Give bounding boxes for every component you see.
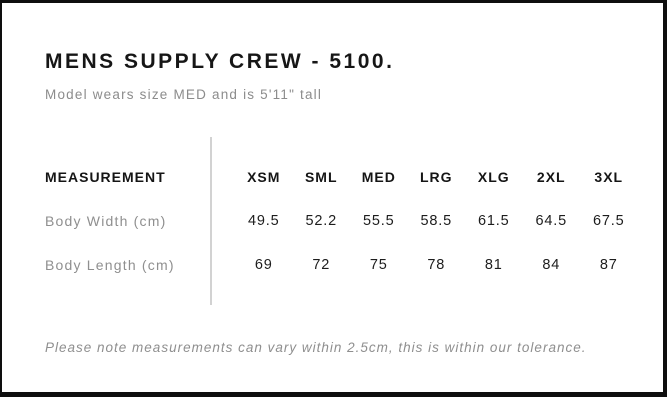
body-width-value-med: 55.5	[363, 213, 395, 229]
body-width-value-xsm: 49.5	[248, 213, 280, 229]
column-gap	[211, 155, 235, 199]
body-width-value-sml: 52.2	[305, 213, 337, 229]
size-header-2xl: 2XL	[536, 169, 566, 185]
body-width-value-xlg: 61.5	[478, 213, 510, 229]
body-length-value-sml: 72	[312, 257, 331, 273]
table-divider	[210, 137, 212, 305]
column-gap	[211, 199, 235, 243]
body-length-value-xlg: 81	[484, 257, 503, 273]
size-header-sml: SML	[304, 169, 338, 185]
body-width-value-2xl: 64.5	[535, 213, 567, 229]
row-label-body-width: Body Width (cm)	[45, 213, 167, 229]
size-header-xlg: XLG	[477, 169, 510, 185]
body-length-value-2xl: 84	[542, 257, 561, 273]
page-title: MENS SUPPLY CREW - 5100.	[45, 50, 395, 73]
body-width-value-3xl: 67.5	[593, 213, 625, 229]
tolerance-note: Please note measurements can vary within…	[45, 340, 587, 355]
body-width-value-lrg: 58.5	[420, 213, 452, 229]
measurement-column-header: MEASUREMENT	[45, 169, 166, 185]
model-info-text: Model wears size MED and is 5'11" tall	[45, 87, 323, 102]
body-length-value-xsm: 69	[254, 257, 273, 273]
body-length-value-med: 75	[369, 257, 388, 273]
size-header-lrg: LRG	[419, 169, 453, 185]
row-label-body-length: Body Length (cm)	[45, 257, 175, 273]
size-header-xsm: XSM	[247, 169, 281, 185]
column-gap	[211, 243, 235, 287]
body-length-value-3xl: 87	[599, 257, 618, 273]
size-header-med: MED	[361, 169, 396, 185]
size-header-3xl: 3XL	[594, 169, 624, 185]
size-chart-table: MEASUREMENT XSM SML MED LRG XLG 2XL 3XL …	[45, 155, 638, 287]
body-length-value-lrg: 78	[427, 257, 446, 273]
